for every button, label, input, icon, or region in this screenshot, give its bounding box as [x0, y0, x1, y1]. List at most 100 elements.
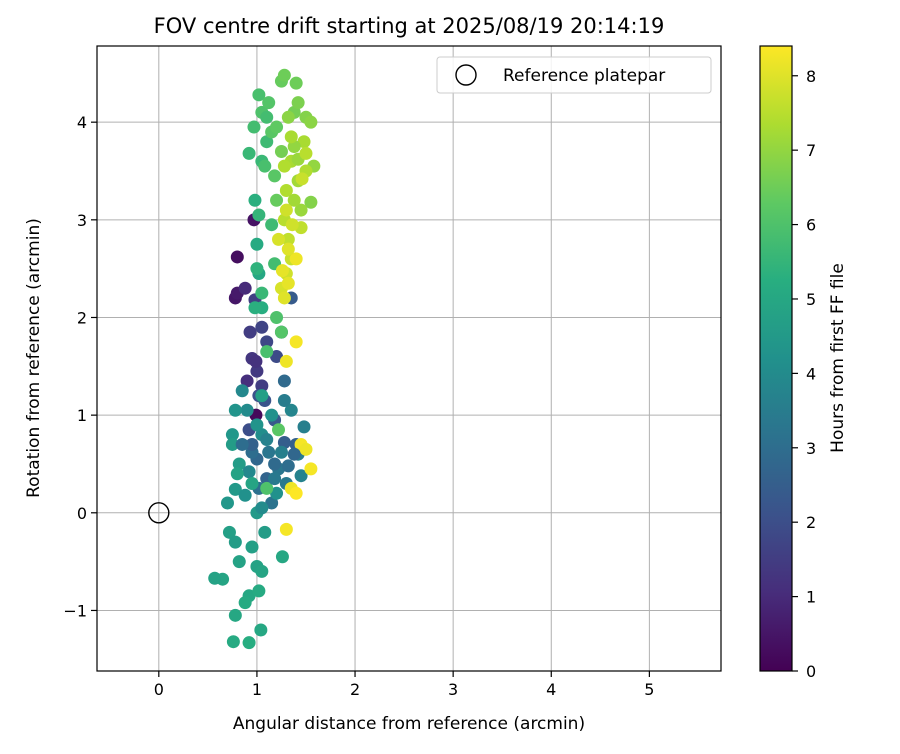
data-point [289, 335, 303, 349]
data-point [299, 442, 313, 456]
data-point [289, 76, 303, 90]
data-point [304, 195, 318, 209]
data-point [284, 403, 298, 417]
data-point [265, 496, 279, 510]
data-point [277, 435, 291, 449]
data-point [277, 291, 291, 305]
data-point [277, 393, 291, 407]
data-point [281, 459, 295, 473]
y-axis-ticks: −1 0 1 2 3 4 [63, 113, 97, 620]
data-point [240, 374, 254, 388]
y-tick-label: 1 [77, 406, 87, 425]
data-point [243, 325, 257, 339]
data-point [285, 218, 299, 232]
x-tick-label: 4 [546, 680, 556, 699]
data-point [258, 159, 272, 173]
data-point [242, 636, 256, 650]
data-point [287, 193, 301, 207]
data-point [250, 418, 264, 432]
data-point [260, 335, 274, 349]
data-point [260, 481, 274, 495]
data-point [235, 384, 249, 398]
data-point [260, 135, 274, 149]
colorbar-ticks: 0 1 2 3 4 5 6 7 8 [792, 67, 816, 681]
data-point [262, 445, 276, 459]
data-point [255, 320, 269, 334]
data-point [222, 525, 236, 539]
x-tick-label: 1 [252, 680, 262, 699]
data-point [230, 467, 244, 481]
data-point [289, 486, 303, 500]
colorbar-label: Hours from first FF file [828, 263, 848, 453]
data-point [287, 140, 301, 154]
reference-point-marker [148, 502, 170, 524]
data-point [281, 276, 295, 290]
data-point [232, 555, 246, 569]
colorbar-tick-label: 1 [806, 588, 816, 607]
data-point [268, 169, 282, 183]
data-point [225, 437, 239, 451]
data-point [279, 354, 293, 368]
colorbar-tick-label: 0 [806, 662, 816, 681]
data-point [232, 457, 246, 471]
data-point [250, 237, 264, 251]
data-point [265, 408, 279, 422]
data-point [295, 172, 309, 186]
data-point [255, 286, 269, 300]
data-point [258, 525, 272, 539]
data-point [228, 535, 242, 549]
x-axis-ticks: 0 1 2 3 4 5 [154, 671, 654, 699]
data-point [297, 135, 311, 149]
colorbar-tick-label: 8 [806, 67, 816, 86]
data-point [242, 146, 256, 160]
data-point [255, 501, 269, 515]
data-points [208, 68, 321, 650]
data-point [242, 465, 256, 479]
data-point [228, 403, 242, 417]
y-tick-label: 0 [77, 504, 87, 523]
y-tick-label: −1 [63, 601, 87, 620]
data-point [250, 262, 264, 276]
data-point [265, 218, 279, 232]
data-point [226, 635, 240, 649]
data-point [275, 264, 289, 278]
data-point [238, 488, 252, 502]
colorbar-tick-label: 6 [806, 216, 816, 235]
data-point [274, 144, 288, 158]
data-point [281, 232, 295, 246]
x-tick-label: 5 [644, 680, 654, 699]
colorbar-tick-label: 2 [806, 513, 816, 532]
plot-frame [96, 45, 722, 672]
data-point [270, 193, 284, 207]
data-point [277, 159, 291, 173]
data-point [297, 420, 311, 434]
data-point [304, 462, 318, 476]
x-tick-label: 3 [448, 680, 458, 699]
data-point [260, 110, 274, 124]
data-point [260, 433, 274, 447]
data-point [208, 571, 222, 585]
data-point [255, 389, 269, 403]
data-point [252, 584, 266, 598]
y-tick-label: 2 [77, 308, 87, 327]
data-point [272, 423, 286, 437]
data-point [249, 354, 263, 368]
data-point [260, 345, 274, 359]
colorbar-tick-label: 3 [806, 439, 816, 458]
data-point [287, 447, 301, 461]
data-point [279, 522, 293, 536]
x-axis-label: Angular distance from reference (arcmin) [233, 714, 585, 734]
legend-marker-open-circle [455, 64, 477, 86]
data-point [225, 428, 239, 442]
data-point [304, 115, 318, 129]
data-point [252, 208, 266, 222]
data-point [262, 96, 276, 110]
colorbar [759, 45, 793, 672]
data-point [281, 242, 295, 256]
data-point [275, 550, 289, 564]
data-point [220, 496, 234, 510]
data-point [235, 437, 249, 451]
data-point [279, 203, 293, 217]
